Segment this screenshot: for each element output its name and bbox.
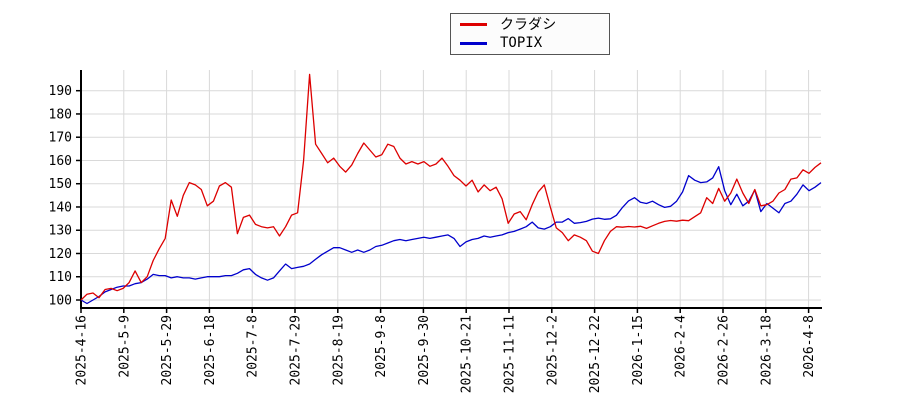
axes bbox=[76, 70, 822, 313]
series-line-topix bbox=[80, 166, 822, 305]
chart-legend: クラダシ TOPIX bbox=[450, 13, 610, 55]
y-tick-label: 140 bbox=[49, 200, 72, 215]
x-tick-label: 2026-2-4 bbox=[674, 315, 689, 378]
x-tick-label: 2026-2-26 bbox=[717, 315, 732, 385]
series-lines bbox=[80, 73, 822, 305]
y-tick-label: 110 bbox=[49, 270, 72, 285]
x-tick-label: 2025-7-8 bbox=[246, 315, 261, 378]
x-tick-label: 2025-11-11 bbox=[503, 315, 518, 393]
y-tick-label: 150 bbox=[49, 177, 72, 192]
x-tick-label: 2025-12-2 bbox=[545, 315, 560, 385]
y-tick-label: 180 bbox=[49, 107, 72, 122]
x-tick-label: 2026-4-8 bbox=[802, 315, 817, 378]
x-tick-label: 2025-8-19 bbox=[331, 315, 346, 385]
y-tick-label: 120 bbox=[49, 247, 72, 262]
gridlines bbox=[80, 70, 821, 308]
y-tick-label: 160 bbox=[49, 154, 72, 169]
x-tick-label: 2026-1-15 bbox=[631, 315, 646, 385]
y-tick-label: 100 bbox=[49, 294, 72, 309]
legend-line-swatch-topix bbox=[460, 41, 487, 45]
y-tick-label: 170 bbox=[49, 131, 72, 146]
x-tick-label: 2025-5-29 bbox=[160, 315, 175, 385]
x-tick-label: 2025-9-30 bbox=[417, 315, 432, 385]
y-tick-label: 190 bbox=[49, 84, 72, 99]
legend-label-kuradashi: クラダシ bbox=[500, 16, 557, 33]
x-tick-label: 2025-6-18 bbox=[203, 315, 218, 385]
legend-entry-kuradashi: クラダシ bbox=[460, 17, 609, 32]
legend-label-topix: TOPIX bbox=[500, 35, 543, 52]
x-tick-label: 2026-3-18 bbox=[759, 315, 774, 385]
series-line-kuradashi bbox=[80, 73, 822, 301]
x-tick-label: 2025-4-16 bbox=[75, 315, 90, 385]
x-tick-label: 2025-9-8 bbox=[374, 315, 389, 378]
x-tick-label: 2025-5-9 bbox=[117, 315, 132, 378]
x-tick-label: 2025-12-22 bbox=[588, 315, 603, 393]
y-tick-labels: 100 110 120 130 140 150 160 170 180 190 bbox=[49, 84, 72, 308]
legend-line-swatch-kuradashi bbox=[460, 23, 487, 27]
x-tick-label: 2025-7-29 bbox=[289, 315, 304, 385]
x-tick-label: 2025-10-21 bbox=[460, 315, 475, 393]
x-tick-labels: 2025-4-16 2025-5-9 2025-5-29 2025-6-18 2025-… bbox=[75, 315, 818, 393]
legend-entry-topix: TOPIX bbox=[460, 36, 609, 51]
y-tick-label: 130 bbox=[49, 224, 72, 239]
